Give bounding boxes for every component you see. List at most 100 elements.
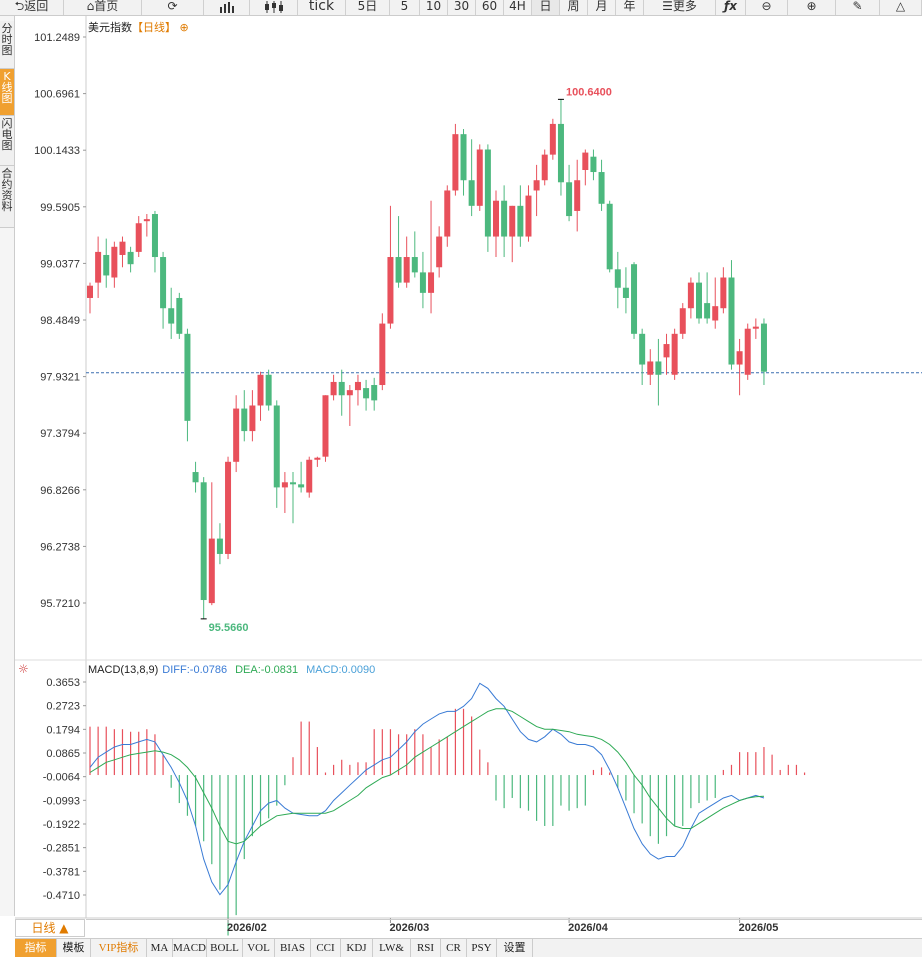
indicator-tab[interactable]: MA [147,939,173,957]
candle-body [371,385,378,401]
back-label: 返回 [24,0,49,13]
indicator-tab[interactable]: 指标 [15,939,57,957]
indicator-tab[interactable]: CCI [311,939,341,957]
zoom-in-icon: ⊕ [806,0,817,13]
home-icon: ⌂ [86,0,95,13]
zoom-out-button[interactable]: ⊖ [746,0,788,15]
period-5d[interactable]: 5日 [346,0,390,15]
candle-body [330,381,337,396]
candle-body [403,257,410,283]
indicator-tab[interactable]: LW& [373,939,411,957]
indicator-tab[interactable]: VOL [243,939,275,957]
more-button[interactable]: ☰更多 [644,0,716,15]
indicator-settings-icon[interactable]: ☼ [18,662,29,676]
tick-button[interactable]: tick [298,0,346,15]
price-tick-label: 99.5905 [40,202,80,214]
candle-body [728,277,735,365]
period-5[interactable]: 5 [390,0,420,15]
period-year[interactable]: 年 [616,0,644,15]
candle-body [322,395,329,457]
candle-body [647,361,654,375]
period-selector-button[interactable]: 日线 ▲ [15,919,85,937]
candle-type-button[interactable] [250,0,298,15]
candle-body [290,482,296,485]
indicator-tab[interactable]: VIP指标 [91,939,147,957]
macd-tick-label: -0.1922 [43,819,80,831]
macd-tick-label: 0.3653 [46,677,80,689]
price-tick-label: 96.8266 [40,485,80,497]
add-icon[interactable]: ⊕ [179,21,189,34]
candle-body [184,333,191,421]
candle-body [452,134,459,191]
tab-timeshare[interactable]: 分时图 [0,21,14,69]
back-icon: ⮌ [14,0,25,13]
candle-body [306,459,313,493]
candle-body [696,282,702,319]
period-day[interactable]: 日 [532,0,560,15]
home-label: 首页 [94,0,119,13]
triangle-button[interactable]: △ [880,0,922,15]
indicator-tab[interactable]: RSI [411,939,441,957]
indicator-tab[interactable]: KDJ [341,939,373,957]
candle-body [663,344,670,358]
zoom-in-button[interactable]: ⊕ [788,0,836,15]
period-60[interactable]: 60 [476,0,504,15]
indicator-tab[interactable]: 模板 [57,939,91,957]
candle-body [606,203,613,270]
candle-body [525,195,532,237]
candle-body [574,180,581,211]
tab-contract-info[interactable]: 合约资料 [0,166,14,228]
back-button[interactable]: ⮌返回 [0,0,64,15]
candle-body [476,149,483,206]
period-30[interactable]: 30 [448,0,476,15]
candle-body [395,257,402,283]
chart-type-button[interactable] [204,0,250,15]
refresh-button[interactable]: ⟳ [142,0,204,15]
macd-tick-label: -0.2851 [43,843,80,855]
candle-body [598,172,605,204]
candle-body [379,323,386,386]
indicator-tab[interactable]: BIAS [275,939,311,957]
indicator-tab[interactable]: MACD [173,939,207,957]
bar-chart-icon [219,1,234,13]
candle-body [687,282,694,309]
candle-body [590,156,597,173]
tab-flash[interactable]: 闪电图 [0,116,14,166]
candle-body [151,214,158,258]
fx-button[interactable]: ƒx [716,0,746,15]
indicator-tab[interactable]: CR [441,939,467,957]
candle-body [233,408,240,462]
candle-body [346,390,353,396]
draw-button[interactable]: ✎ [836,0,880,15]
indicator-tab-bar: 指标 模板 VIP指标 MA MACD BOLL VOL BIAS CCI KDJ LW& RSI CR… [15,938,922,957]
left-tab-bar: 分时图 K线图 闪电图 合约资料 [0,16,15,916]
toolbar: ⮌返回 ⌂首页 ⟳ tick 5日 5 10 30 60 4H 日 周 月 年 … [0,0,922,16]
price-tick-label: 100.6961 [34,89,80,101]
candle-body [273,405,280,488]
candle-body [411,257,418,273]
candle-body [428,272,435,293]
tab-kline[interactable]: K线图 [0,69,14,116]
home-button[interactable]: ⌂首页 [64,0,142,15]
candle-body [314,457,321,460]
candle-body [200,482,207,601]
candle-body [87,285,93,298]
date-axis: 2026/02 2026/03 2026/04 2026/05 [86,919,922,938]
candle-body [744,328,751,375]
indicator-tab[interactable]: PSY [467,939,497,957]
macd-header: MACD(13,8,9) DIFF:-0.0786 DEA:-0.0831 MACD:… [88,664,375,676]
period-4h[interactable]: 4H [504,0,532,15]
period-month[interactable]: 月 [588,0,616,15]
period-week[interactable]: 周 [560,0,588,15]
candle-body [631,264,638,334]
candle-body [549,123,556,155]
date-tick-label: 2026/05 [738,922,779,934]
candle-body [566,182,573,217]
indicator-tab[interactable]: BOLL [207,939,243,957]
candle-icon [264,0,283,13]
indicator-tab[interactable]: 设置 [497,939,533,957]
price-tick-label: 95.7210 [40,598,80,610]
candle-body [712,306,719,321]
period-10[interactable]: 10 [420,0,448,15]
